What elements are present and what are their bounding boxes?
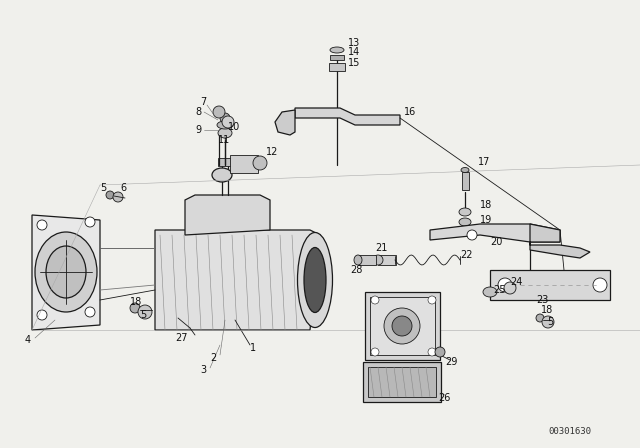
Text: 23: 23	[536, 295, 548, 305]
Circle shape	[593, 278, 607, 292]
Text: 19: 19	[480, 215, 492, 225]
Polygon shape	[32, 215, 100, 330]
Polygon shape	[275, 110, 295, 135]
Ellipse shape	[461, 168, 469, 172]
Text: 8: 8	[195, 107, 201, 117]
Text: 11: 11	[218, 135, 230, 145]
Ellipse shape	[218, 128, 232, 138]
Circle shape	[213, 106, 225, 118]
Circle shape	[37, 310, 47, 320]
Circle shape	[384, 308, 420, 344]
Ellipse shape	[459, 218, 471, 226]
Text: 15: 15	[348, 58, 360, 68]
Ellipse shape	[304, 247, 326, 313]
Bar	[363, 362, 441, 402]
Text: 28: 28	[350, 265, 362, 275]
Circle shape	[428, 348, 436, 356]
Circle shape	[428, 296, 436, 304]
Circle shape	[222, 116, 234, 128]
Text: 20: 20	[490, 237, 502, 247]
Polygon shape	[530, 224, 590, 258]
Text: 18: 18	[480, 200, 492, 210]
Bar	[330, 55, 344, 60]
Text: 7: 7	[200, 97, 206, 107]
Text: 26: 26	[438, 393, 451, 403]
Bar	[329, 63, 345, 71]
Text: 5: 5	[100, 183, 106, 193]
Circle shape	[504, 282, 516, 294]
Text: 2: 2	[210, 353, 216, 363]
Ellipse shape	[46, 246, 86, 298]
Text: 4: 4	[25, 335, 31, 345]
Polygon shape	[430, 224, 560, 242]
Text: 24: 24	[510, 277, 522, 287]
Ellipse shape	[35, 232, 97, 312]
Bar	[365, 292, 440, 360]
Circle shape	[371, 348, 379, 356]
Text: 12: 12	[266, 147, 278, 157]
Polygon shape	[155, 230, 320, 330]
Text: 29: 29	[445, 357, 458, 367]
Bar	[370, 297, 435, 355]
Circle shape	[113, 192, 123, 202]
Text: 22: 22	[460, 250, 472, 260]
Bar	[462, 172, 469, 190]
Circle shape	[37, 220, 47, 230]
Text: 16: 16	[404, 107, 416, 117]
Bar	[358, 255, 376, 265]
Bar	[378, 255, 396, 265]
Text: 5: 5	[140, 310, 147, 320]
Circle shape	[467, 230, 477, 240]
Ellipse shape	[330, 47, 344, 53]
Circle shape	[536, 314, 544, 322]
Text: 00301630: 00301630	[548, 427, 591, 436]
Polygon shape	[185, 195, 270, 235]
Ellipse shape	[483, 287, 497, 297]
Ellipse shape	[298, 233, 333, 327]
Circle shape	[85, 307, 95, 317]
Circle shape	[85, 217, 95, 227]
Text: 5: 5	[547, 317, 553, 327]
Text: 3: 3	[200, 365, 206, 375]
Text: 18: 18	[130, 297, 142, 307]
Text: 25: 25	[493, 285, 506, 295]
Text: 17: 17	[478, 157, 490, 167]
Circle shape	[435, 347, 445, 357]
Ellipse shape	[217, 121, 233, 129]
Circle shape	[138, 305, 152, 319]
Ellipse shape	[459, 208, 471, 216]
Polygon shape	[295, 108, 400, 125]
Bar	[218, 158, 234, 166]
Text: 1: 1	[250, 343, 256, 353]
Text: 21: 21	[375, 243, 387, 253]
Circle shape	[498, 278, 512, 292]
Text: 18: 18	[541, 305, 553, 315]
Ellipse shape	[373, 255, 383, 265]
Ellipse shape	[212, 168, 232, 182]
Circle shape	[106, 191, 114, 199]
Text: 10: 10	[228, 122, 240, 132]
Bar	[490, 270, 610, 300]
Text: 27: 27	[175, 333, 188, 343]
Circle shape	[220, 113, 230, 123]
Bar	[230, 155, 258, 173]
Text: 6: 6	[120, 183, 126, 193]
Circle shape	[542, 316, 554, 328]
Circle shape	[253, 156, 267, 170]
Bar	[368, 367, 436, 397]
Circle shape	[392, 316, 412, 336]
Text: 14: 14	[348, 47, 360, 57]
Text: 13: 13	[348, 38, 360, 48]
Circle shape	[130, 303, 140, 313]
Circle shape	[371, 296, 379, 304]
Ellipse shape	[354, 255, 362, 265]
Text: 9: 9	[195, 125, 201, 135]
